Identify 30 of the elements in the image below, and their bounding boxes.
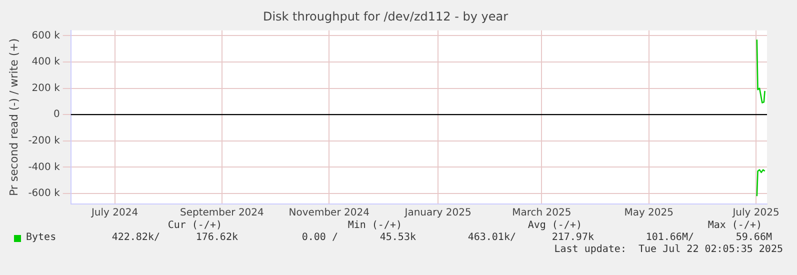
y-axis-title: Pr second read (-) / write (+) <box>7 38 20 196</box>
x-tick-label: May 2025 <box>624 208 674 219</box>
text: 59.66M <box>736 232 772 244</box>
text: 0.00 / <box>302 232 338 244</box>
y-tick-label: -200 k <box>28 135 60 146</box>
text: 101.66M/ <box>646 232 694 244</box>
x-tick-label: November 2024 <box>288 208 370 219</box>
y-tick-label: 200 k <box>32 82 60 94</box>
y-tick-label: 0 <box>53 109 60 120</box>
x-tick-label: March 2025 <box>512 208 572 219</box>
text: Last update: Tue Jul 22 02:05:35 2025 <box>553 244 783 256</box>
y-tick-label: -400 k <box>28 162 60 173</box>
x-tick-label: September 2024 <box>180 208 264 219</box>
text: 217.97k <box>552 232 594 244</box>
text: Min (-/+) <box>348 220 402 232</box>
legend-label: Bytes <box>26 232 56 244</box>
text: 45.53k <box>380 232 416 244</box>
text: 422.82k/ <box>112 232 160 244</box>
y-tick-label: -600 k <box>28 188 60 200</box>
text: Avg (-/+) <box>528 220 582 232</box>
y-tick-label: 400 k <box>32 56 60 68</box>
text: Max (-/+) <box>708 220 762 232</box>
x-tick-label: January 2025 <box>404 208 472 219</box>
x-tick-label: July 2025 <box>732 208 780 219</box>
chart-title: Disk throughput for /dev/zd112 - by year <box>262 9 508 24</box>
text: 463.01k/ <box>468 232 516 244</box>
text: 176.62k <box>196 232 238 244</box>
x-tick-label: July 2024 <box>90 208 138 219</box>
text: Cur (-/+) <box>168 220 222 232</box>
y-tick-label: 600 k <box>32 30 60 42</box>
